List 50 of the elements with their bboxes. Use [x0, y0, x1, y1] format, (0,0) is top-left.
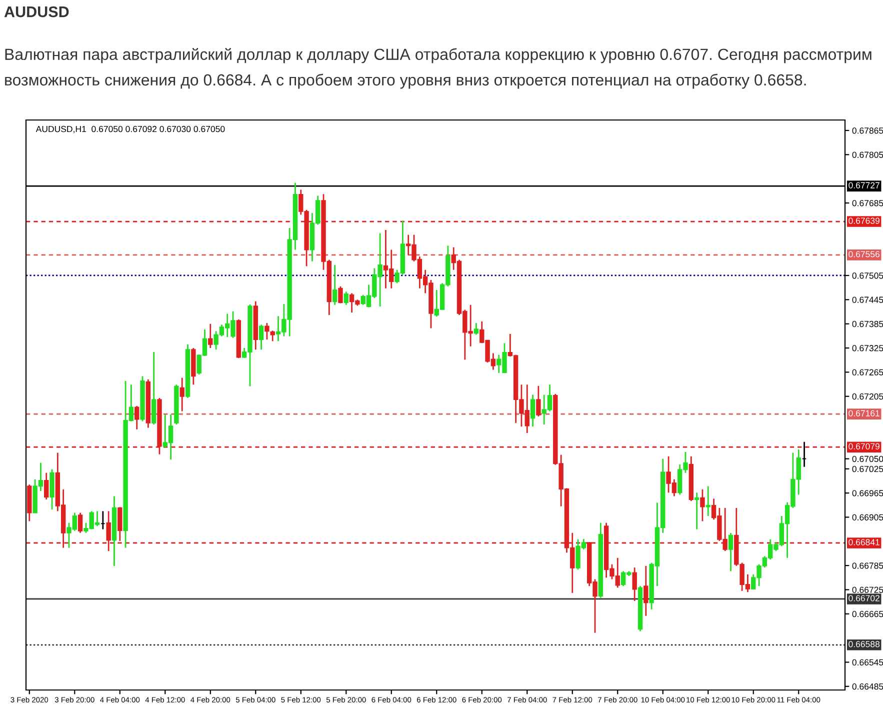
candlestick [44, 472, 49, 500]
ref-line-label: 0.67161 [848, 410, 880, 416]
y-tick-label: 0.66485 [852, 683, 883, 690]
ref-line-label: 0.67079 [848, 443, 880, 450]
ref-line-label: 0.67639 [848, 218, 880, 224]
y-tick-label: 0.67265 [852, 369, 883, 376]
candlestick [332, 264, 338, 306]
ref-line-label: 0.66588 [848, 641, 880, 648]
candlestick [270, 330, 275, 342]
y-tick-label: 0.66785 [852, 562, 883, 569]
candlestick [536, 385, 541, 418]
y-tick-label: 0.67205 [852, 393, 883, 400]
y-tick-label: 0.67025 [852, 466, 883, 472]
chart-title: AUDUSD [4, 6, 69, 18]
y-tick-label: 0.67805 [852, 152, 883, 158]
y-tick-label: 0.66905 [852, 514, 883, 520]
candlestick [644, 565, 648, 617]
y-tick-label: 0.67865 [852, 128, 883, 134]
candlestick [694, 492, 700, 530]
y-tick-label: 0.67445 [852, 296, 883, 303]
candlestick [151, 351, 156, 426]
candlestick [134, 405, 140, 430]
candlestick [632, 566, 637, 602]
candlestick [264, 322, 270, 340]
y-tick-label: 0.67505 [852, 272, 883, 279]
ref-line-label: 0.67556 [848, 251, 880, 258]
annotation: AUDUSD,H1 0.67050 0.67092 0.67030 0.67050 [36, 126, 225, 134]
chart-subtitle: Валютная пара австралийский доллар к доллару США отработала коррекцию к уровню 0.6707. Сегодня рассмотрим возможность снижения до 0.6684. А с пробоем этого уровня вниз откроется потенциал на отработку 0.6658. [5, 48, 872, 89]
candlestick [474, 322, 479, 336]
candlestick [258, 324, 264, 350]
candlestick [344, 290, 348, 306]
candlestick [728, 532, 734, 572]
candlestick [700, 488, 705, 522]
candlestick [180, 377, 184, 412]
candlestick [78, 512, 83, 534]
candlestick [208, 323, 213, 349]
y-tick-label: 0.67050 [852, 456, 883, 462]
y-tick-label: 0.67385 [852, 320, 883, 328]
ref-line-label: 0.67727 [848, 182, 880, 188]
y-tick-label: 0.67325 [852, 345, 883, 352]
y-tick-label: 0.66665 [852, 610, 883, 618]
candlestick [530, 394, 536, 428]
y-tick-label: 0.66965 [852, 490, 883, 496]
ref-line-label: 0.66841 [848, 539, 880, 546]
candlestick [706, 485, 710, 517]
candlestick [338, 286, 343, 304]
y-tick-label: 0.66545 [852, 659, 883, 666]
y-tick-label: 0.67685 [852, 200, 883, 206]
y-tick-label: 0.66725 [852, 586, 883, 593]
ref-line-label: 0.66702 [848, 595, 880, 602]
